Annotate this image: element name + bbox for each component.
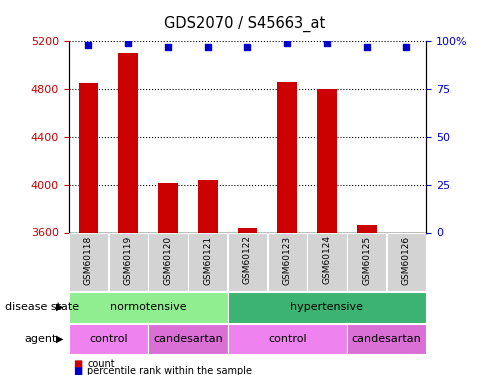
Bar xyxy=(158,183,178,232)
Text: GSM60119: GSM60119 xyxy=(123,236,133,285)
Bar xyxy=(387,232,426,291)
Bar xyxy=(238,228,257,232)
Bar xyxy=(109,232,148,291)
Text: GSM60121: GSM60121 xyxy=(203,236,212,285)
Text: GSM60122: GSM60122 xyxy=(243,236,252,284)
Bar xyxy=(228,232,267,291)
Text: GSM60120: GSM60120 xyxy=(164,236,172,285)
Text: GSM60118: GSM60118 xyxy=(84,236,93,285)
Bar xyxy=(277,82,297,232)
Bar xyxy=(268,232,307,291)
Text: GDS2070 / S45663_at: GDS2070 / S45663_at xyxy=(164,16,326,33)
Text: candesartan: candesartan xyxy=(352,334,421,344)
Bar xyxy=(69,292,227,322)
Bar xyxy=(78,83,98,232)
Text: count: count xyxy=(87,359,115,369)
Bar xyxy=(307,232,346,291)
Bar xyxy=(69,232,108,291)
Bar xyxy=(188,232,227,291)
Point xyxy=(244,44,251,50)
Text: ▶: ▶ xyxy=(56,302,64,312)
Text: percentile rank within the sample: percentile rank within the sample xyxy=(87,366,252,375)
Bar xyxy=(148,232,188,291)
Text: control: control xyxy=(268,334,307,344)
Bar xyxy=(148,324,227,354)
Bar xyxy=(317,89,337,232)
Text: ▶: ▶ xyxy=(56,334,64,344)
Text: hypertensive: hypertensive xyxy=(291,302,364,312)
Point xyxy=(164,44,172,50)
Point xyxy=(124,40,132,46)
Text: normotensive: normotensive xyxy=(110,302,186,312)
Text: ■: ■ xyxy=(74,359,83,369)
Text: disease state: disease state xyxy=(5,302,79,312)
Point xyxy=(204,44,212,50)
Bar xyxy=(227,292,426,322)
Text: GSM60126: GSM60126 xyxy=(402,236,411,285)
Text: candesartan: candesartan xyxy=(153,334,223,344)
Point xyxy=(85,42,93,48)
Bar xyxy=(198,180,218,232)
Point xyxy=(402,44,410,50)
Bar xyxy=(227,324,347,354)
Text: agent: agent xyxy=(24,334,57,344)
Point xyxy=(283,40,291,46)
Text: GSM60125: GSM60125 xyxy=(362,236,371,285)
Text: GSM60124: GSM60124 xyxy=(322,236,331,284)
Point xyxy=(363,44,370,50)
Bar xyxy=(118,53,138,232)
Text: control: control xyxy=(89,334,128,344)
Bar xyxy=(347,324,426,354)
Text: GSM60123: GSM60123 xyxy=(283,236,292,285)
Bar xyxy=(69,324,148,354)
Point xyxy=(323,40,331,46)
Text: ■: ■ xyxy=(74,366,83,375)
Bar xyxy=(357,225,377,232)
Bar xyxy=(347,232,386,291)
